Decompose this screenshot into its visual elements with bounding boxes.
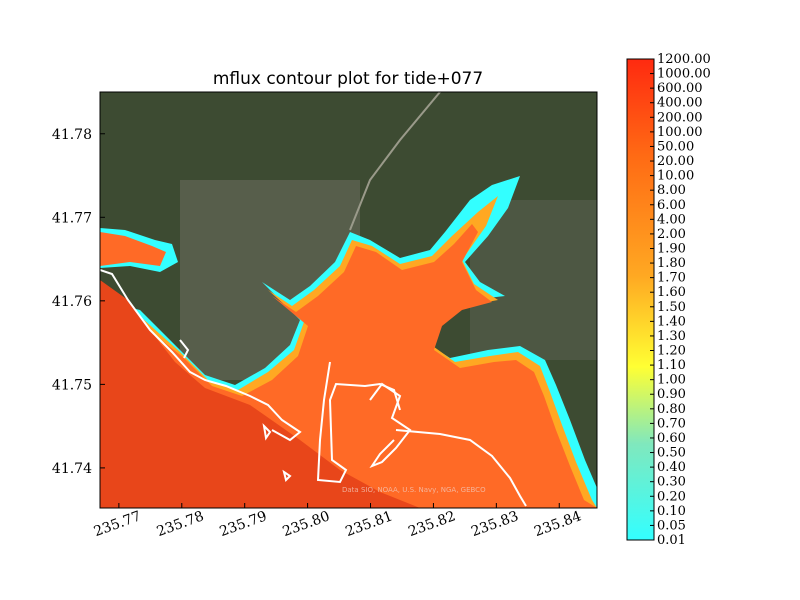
y-tick-label: 41.76 — [52, 294, 92, 310]
breakwater-contour — [369, 382, 412, 469]
x-tick-label: 235.83 — [469, 508, 521, 540]
offshore-contour — [395, 429, 527, 507]
jetty-contour — [316, 361, 401, 484]
y-tick-label: 41.75 — [52, 377, 92, 393]
island-contour-2 — [262, 423, 272, 441]
colorbar-tick-label: 6.00 — [657, 198, 686, 213]
colorbar-tick-label: 0.70 — [657, 416, 686, 431]
x-tick-label: 235.78 — [155, 508, 207, 540]
ocean-max-flux-region — [100, 280, 420, 508]
x-tick-label: 235.79 — [218, 508, 270, 540]
island-contour — [282, 469, 292, 482]
y-tick-label: 41.77 — [52, 210, 92, 226]
colorbar-tick-label: 10.00 — [657, 169, 694, 184]
colorbar-tick-label: 0.80 — [657, 402, 686, 417]
river-mouth-contour — [179, 339, 190, 359]
colorbar-tick-label: 1.10 — [657, 358, 686, 373]
colorbar-tick-label: 1200.00 — [657, 52, 711, 67]
colorbar-tick-label: 600.00 — [657, 81, 703, 96]
x-tick-label: 235.77 — [92, 508, 144, 540]
colorbar-tick-label: 400.00 — [657, 96, 703, 111]
colorbar-tick-label: 20.00 — [657, 154, 694, 169]
chart-title: mflux contour plot for tide+077 — [213, 69, 483, 89]
y-axis: 41.74 41.75 41.76 41.77 41.78 — [52, 127, 105, 477]
colorbar-tick-label: 0.05 — [657, 518, 686, 533]
colorbar-tick-label: 4.00 — [657, 212, 686, 227]
colorbar-tick-label: 100.00 — [657, 125, 703, 140]
colorbar-tick-label: 1.60 — [657, 285, 686, 300]
colorbar — [626, 58, 655, 541]
x-tick-label: 235.84 — [532, 508, 584, 540]
colorbar-tick-label: 1.90 — [657, 241, 686, 256]
colorbar-tick-label: 0.60 — [657, 431, 686, 446]
colorbar-tick-label: 1.30 — [657, 329, 686, 344]
colorbar-tick-label: 0.20 — [657, 489, 686, 504]
colorbar-tick-label: 1000.00 — [657, 67, 711, 82]
colorbar-tick-label: 0.40 — [657, 460, 686, 475]
map-plot-area: Data SIO, NOAA, U.S. Navy, NGA, GEBCO — [100, 92, 597, 508]
colorbar-tick-label: 50.00 — [657, 139, 694, 154]
colorbar-tick-label: 0.50 — [657, 446, 686, 461]
colorbar-tick-label: 1.00 — [657, 373, 686, 388]
x-axis: 235.77 235.78 235.79 235.80 235.81 235.82 235.… — [92, 503, 584, 540]
colorbar-tick-label: 200.00 — [657, 110, 703, 125]
basemap-attribution: Data SIO, NOAA, U.S. Navy, NGA, GEBCO — [342, 486, 486, 494]
colorbar-tick-label: 1.40 — [657, 314, 686, 329]
colorbar-tick-label: 0.30 — [657, 475, 686, 490]
x-tick-label: 235.81 — [343, 508, 395, 540]
colorbar-tick-label: 2.00 — [657, 227, 686, 242]
colorbar-tick-label: 8.00 — [657, 183, 686, 198]
colorbar-tick-label: 1.20 — [657, 344, 686, 359]
colorbar-tick-label: 1.80 — [657, 256, 686, 271]
coastline-contour — [100, 269, 302, 442]
y-tick-label: 41.78 — [52, 127, 92, 143]
y-tick-label: 41.74 — [52, 461, 92, 477]
colorbar-tick-label: 1.50 — [657, 300, 686, 315]
highway — [349, 92, 441, 231]
colorbar-ticks: 0.010.050.100.200.300.400.500.600.700.80… — [650, 52, 711, 548]
colorbar-tick-label: 0.10 — [657, 504, 686, 519]
x-tick-label: 235.82 — [406, 508, 458, 540]
colorbar-tick-label: 0.90 — [657, 387, 686, 402]
x-tick-label: 235.80 — [280, 508, 332, 540]
plot-frame — [99, 91, 598, 509]
colorbar-tick-label: 1.70 — [657, 271, 686, 286]
colorbar-tick-label: 0.01 — [657, 533, 686, 548]
